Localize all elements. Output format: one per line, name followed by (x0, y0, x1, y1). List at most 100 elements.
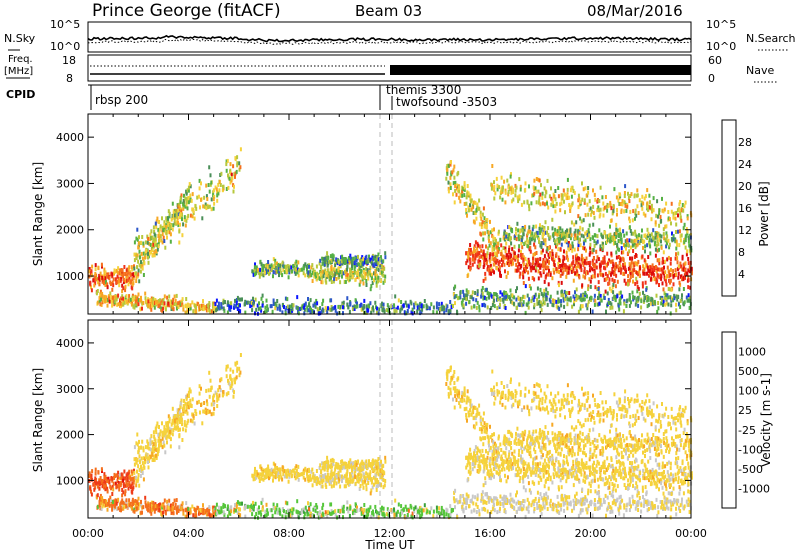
power-cell-1259 (341, 259, 343, 264)
vel-cell-55 (106, 486, 109, 491)
power-cell-3185 (541, 195, 544, 200)
power-cell-3684 (576, 294, 579, 299)
power-cell-141 (130, 265, 133, 270)
power-cell-2251 (574, 263, 577, 268)
power-cell-2525 (653, 265, 656, 270)
power-cell-3204 (552, 200, 554, 205)
power-cell-3699 (583, 297, 586, 302)
vel-cell-355 (156, 421, 159, 426)
power-cell-2149 (544, 264, 547, 269)
power-cell-1682 (430, 302, 433, 307)
power-cell-304 (189, 197, 192, 202)
power-cell-2963 (628, 225, 631, 230)
vel-cell-300 (187, 390, 190, 395)
vel-cell-477 (216, 404, 219, 408)
vel-cell-943 (295, 464, 298, 469)
power-cell-1164 (373, 278, 375, 283)
vel-cell-763 (189, 510, 192, 515)
vel-cell-14 (92, 482, 95, 487)
vel-cell-772 (195, 513, 198, 518)
power-cell-1991 (497, 261, 500, 265)
power-cell-2513 (648, 269, 651, 273)
power-cell-3106 (495, 176, 498, 181)
power-cell-42 (101, 275, 104, 280)
power-cell-282 (179, 196, 182, 201)
power-cell-3795 (637, 303, 640, 308)
power-cell-3467 (462, 303, 465, 308)
power-cell-1803 (475, 216, 478, 221)
power-cell-3705 (586, 303, 589, 308)
power-cell-805 (207, 304, 210, 309)
power-cell-3716 (593, 302, 596, 307)
vel-cell-95 (120, 481, 123, 486)
power-cell-426 (191, 214, 194, 219)
power-cell-193 (152, 240, 154, 245)
vel-cell-201 (152, 447, 155, 452)
power-cell-2586 (669, 261, 672, 266)
power-cell-2479 (637, 272, 640, 277)
vel-cell-705 (163, 505, 166, 510)
power-cell-1763 (463, 193, 466, 198)
power-cell-2302 (585, 271, 588, 276)
power-cell-1842 (489, 219, 491, 224)
power-cell-1292 (354, 259, 357, 264)
vel-cell-912 (281, 465, 284, 470)
power-cell-145 (132, 276, 135, 281)
vel-cell-458 (209, 388, 212, 393)
power-cell-981 (311, 270, 314, 275)
power-cell-2901 (604, 230, 607, 235)
power-cell-2245 (572, 269, 575, 274)
power-cell-357 (157, 244, 160, 249)
power-cell-3766 (619, 295, 622, 300)
power-cell-2166 (548, 268, 550, 273)
power-cell-1630 (394, 294, 397, 299)
vel-cell-750 (181, 506, 184, 511)
power-cell-2320 (591, 267, 594, 272)
vel-cell-366 (163, 427, 166, 432)
vel-cell-415 (185, 423, 188, 428)
power-cell-3476 (467, 290, 470, 295)
power-cell-856 (263, 270, 266, 275)
power-cell-59 (106, 274, 108, 279)
vel-cell-662 (150, 500, 153, 505)
vel-cell-706 (163, 498, 166, 503)
power-cell-3886 (687, 293, 690, 298)
power-cell-3184 (540, 183, 542, 188)
power-cell-1994 (498, 259, 501, 264)
power-cell-3772 (623, 301, 626, 306)
power-cell-3023 (654, 231, 657, 236)
power-cell-1848 (492, 235, 495, 240)
vel-cell-621 (133, 507, 136, 512)
power-cell-2093 (528, 262, 531, 267)
vel-cell-677 (153, 509, 156, 514)
power-cell-780 (198, 307, 201, 311)
power-cell-1499 (304, 301, 307, 306)
power-cell-1940 (484, 271, 487, 276)
power-cell-2583 (669, 257, 672, 262)
vel-cell-985 (313, 478, 316, 483)
power-cell-1810 (479, 210, 482, 215)
power-cell-3794 (636, 298, 638, 303)
power-cell-3153 (519, 184, 522, 189)
power-cell-677 (153, 305, 156, 310)
power-cell-1002 (319, 269, 322, 274)
vel-cell-935 (292, 468, 294, 473)
vel-cell-899 (277, 467, 280, 472)
freq-nave-dense-block (390, 65, 691, 75)
power-cell-2283 (580, 253, 583, 258)
vel-cell-381 (169, 437, 172, 442)
power-cell-2715 (528, 225, 531, 230)
vel-cell-882 (272, 461, 275, 466)
power-cell-3591 (526, 293, 529, 298)
power-cell-739 (177, 305, 180, 309)
vel-cell-387 (173, 422, 176, 427)
vel-cell-871 (268, 476, 270, 481)
power-cell-1838 (487, 230, 490, 235)
vel-cell-109 (124, 492, 127, 497)
power-cell-3388 (655, 213, 658, 218)
power-cell-1218 (325, 255, 328, 260)
power-cell-2606 (679, 282, 682, 287)
power-cell-3532 (496, 306, 499, 311)
power-cell-2092 (527, 276, 530, 281)
